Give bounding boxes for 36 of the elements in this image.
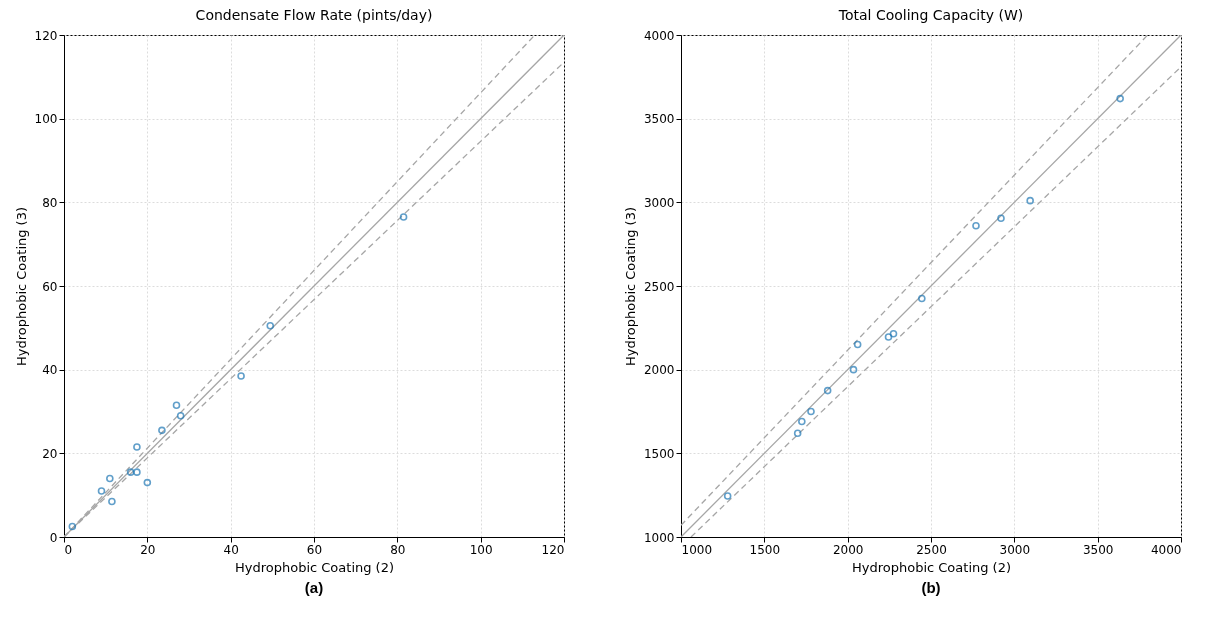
- x-tick-label: 100: [469, 542, 493, 557]
- x-tick-label: 3000: [999, 542, 1031, 557]
- text: (a): [304, 579, 324, 596]
- x-tick-label: 60: [306, 542, 323, 557]
- y-tick-label: 40: [42, 363, 58, 378]
- x-tick-label: 40: [223, 542, 239, 557]
- x-tick-label: 3500: [1082, 542, 1114, 557]
- y-tick-label: 120: [34, 28, 58, 43]
- x-tick-label: 20: [140, 542, 156, 557]
- chart-title: Condensate Flow Rate (pints/day): [195, 7, 433, 23]
- y-tick-label: 3000: [643, 195, 675, 210]
- y-tick-label: 1000: [643, 530, 675, 545]
- y-tick-label: 60: [42, 279, 58, 294]
- x-tick-label: 1000: [681, 542, 713, 557]
- x-tick-label: 2000: [832, 542, 864, 557]
- x-tick-label: 2500: [916, 542, 947, 557]
- chart-title: Total Cooling Capacity (W): [837, 7, 1024, 23]
- y-tick-label: 0: [49, 530, 58, 545]
- y-tick-label: 4000: [643, 28, 675, 43]
- y-tick-label: 80: [42, 195, 58, 210]
- x-tick-label: 4000: [1150, 542, 1182, 557]
- y-tick-label: 1500: [643, 446, 675, 461]
- y-tick-label: 3500: [643, 112, 675, 127]
- y-axis-title: Hydrophobic Coating (3): [13, 206, 29, 367]
- x-axis-title: Hydrophobic Coating (2): [234, 559, 395, 575]
- x-tick-label: 1500: [749, 542, 781, 557]
- y-tick-label: 2000: [643, 363, 675, 378]
- y-tick-label: 2500: [643, 279, 675, 294]
- x-axis-title: Hydrophobic Coating (2): [851, 559, 1012, 575]
- x-tick-label: 0: [64, 542, 73, 557]
- y-tick-label: 20: [42, 446, 58, 461]
- y-axis-title: Hydrophobic Coating (3): [622, 206, 638, 367]
- x-tick-label: 120: [541, 542, 565, 557]
- text: (b): [921, 579, 941, 596]
- y-tick-label: 100: [34, 112, 58, 127]
- x-tick-label: 80: [390, 542, 406, 557]
